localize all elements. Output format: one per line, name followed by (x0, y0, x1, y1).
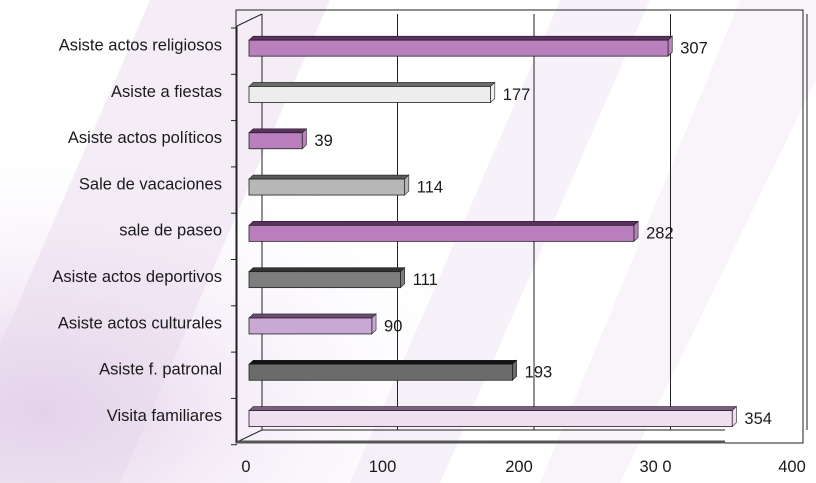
bar-end-face (490, 81, 496, 104)
bar-top-face (248, 406, 738, 411)
bar-end-face (633, 220, 639, 243)
bar-end-face (404, 174, 410, 196)
bar-end-face (301, 128, 307, 150)
x-tick-label-100: 100 (369, 458, 397, 476)
bar-end-face (512, 359, 517, 381)
x-tick-label-300: 30 0 (639, 458, 671, 476)
bar-end-face (667, 35, 673, 57)
bar-9 (248, 405, 738, 428)
bar-8 (248, 359, 518, 381)
bar-end-face (371, 313, 377, 335)
axis-top-diagonal (236, 13, 263, 27)
value-label-8: 193 (525, 364, 553, 382)
x-tick-label-0: 0 (241, 458, 250, 476)
bar-4 (248, 174, 410, 196)
category-label-7: Asiste actos culturales (58, 314, 222, 332)
bar-6 (248, 266, 406, 289)
bars-layer (248, 35, 738, 428)
value-label-1: 307 (680, 40, 708, 58)
axis-bottom-diagonal (236, 429, 263, 443)
labels-layer: 307 Asiste actos religiosos 177 Asiste a fi… (52, 37, 805, 476)
bar-front-face (248, 39, 669, 57)
bar-end-face (400, 266, 406, 289)
bar-1 (248, 35, 674, 57)
value-label-5: 282 (646, 225, 674, 243)
category-label-1: Asiste actos religiosos (59, 37, 222, 55)
bar-top-face (248, 221, 639, 226)
x-tick-label-200: 200 (505, 458, 533, 476)
value-label-4: 114 (417, 178, 443, 196)
category-label-9: Visita familiares (107, 407, 222, 425)
bar-7 (248, 313, 377, 335)
bar-2 (248, 81, 496, 104)
bar-end-face (731, 405, 737, 428)
bar-top-face (248, 128, 308, 134)
bar-front-face (248, 224, 635, 242)
bar-front-face (248, 363, 513, 381)
bar-top-face (248, 174, 410, 180)
bar-front-face (248, 271, 401, 289)
bar-front-face (248, 410, 733, 427)
bar-front-face (248, 86, 492, 103)
bar-top-face (248, 82, 496, 87)
value-label-3: 39 (314, 132, 332, 150)
bar-top-face (248, 35, 674, 41)
x-tick-label-400: 400 (778, 458, 806, 476)
category-label-2: Asiste a fiestas (111, 83, 222, 101)
category-label-4: Sale de vacaciones (79, 175, 222, 193)
bar-top-face (248, 267, 406, 272)
value-label-6: 111 (413, 271, 438, 289)
bar-5 (248, 220, 639, 243)
bar-3 (248, 128, 308, 150)
value-label-2: 177 (503, 86, 531, 104)
category-label-3: Asiste actos políticos (68, 129, 222, 147)
category-label-5: sale de paseo (119, 222, 222, 240)
bar-top-face (248, 359, 518, 365)
value-label-7: 90 (384, 317, 402, 335)
bar-front-face (248, 178, 406, 196)
category-label-8: Asiste f. patronal (99, 361, 222, 379)
category-label-6: Asiste actos deportivos (52, 268, 222, 286)
bar-top-face (248, 313, 377, 319)
bar-front-face (248, 132, 303, 150)
value-label-9: 354 (744, 410, 772, 428)
bar-front-face (248, 317, 373, 335)
